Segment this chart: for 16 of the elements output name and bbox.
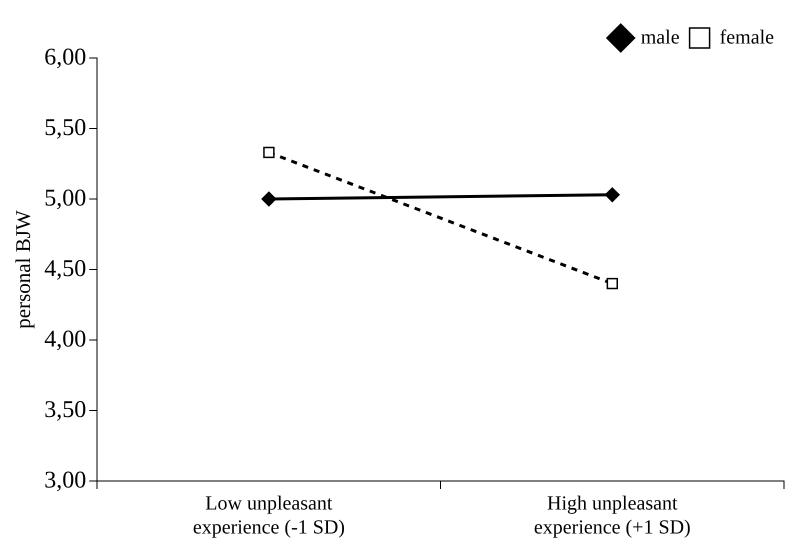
point: [261, 192, 276, 206]
point: [606, 278, 618, 290]
legend-label: female: [720, 26, 774, 48]
y-tick-label: 6,00: [44, 44, 86, 70]
y-tick-label: 3,00: [44, 467, 86, 494]
y-tick-label: 5,50: [44, 114, 86, 141]
point: [263, 146, 275, 158]
y-tick-label: 3,50: [44, 396, 86, 423]
y-tick-label: 5,00: [44, 185, 86, 212]
legend-label: male: [640, 26, 680, 48]
y-tick-label: 4,00: [44, 326, 86, 352]
y-tick-label: 4,50: [44, 256, 86, 282]
x-tick-label: High unpleasant experience (+1 SD): [534, 492, 691, 538]
point: [604, 187, 620, 202]
x-tick-label: Low unpleasant experience (-1 SD): [192, 492, 345, 538]
y-axis-title: personal BJW: [11, 210, 36, 329]
